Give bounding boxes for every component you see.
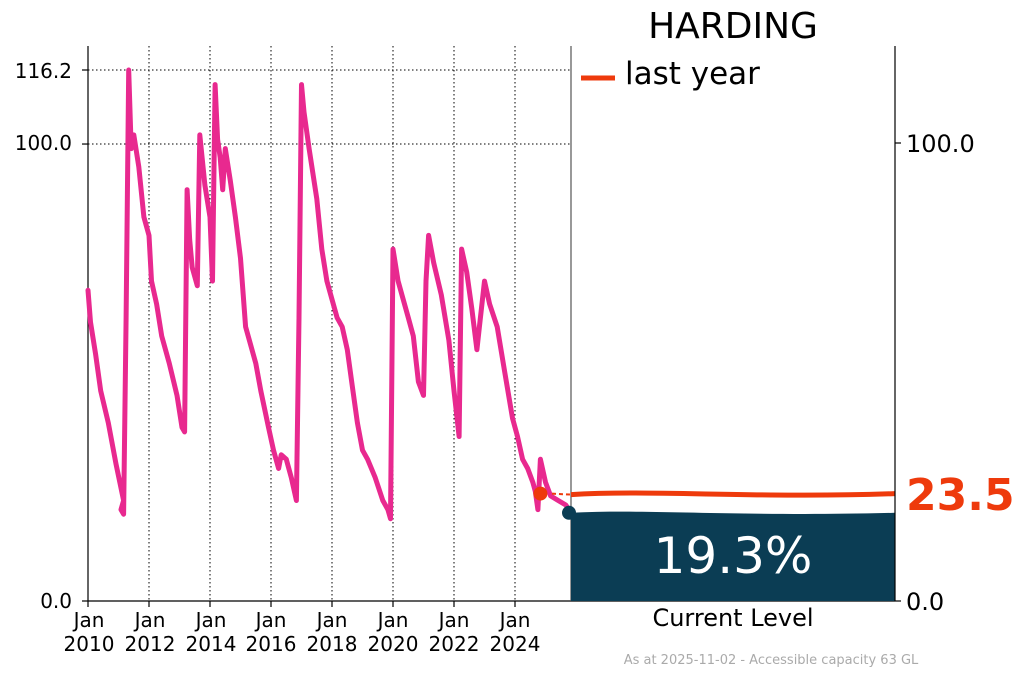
x-tick-month: Jan (133, 608, 166, 632)
last-year-level-line (570, 490, 896, 498)
x-tick-month: Jan (72, 608, 105, 632)
footer-note: As at 2025-11-02 - Accessible capacity 6… (624, 653, 919, 668)
left-tick-label: 100.0 (15, 131, 72, 155)
x-tick-year: 2018 (307, 632, 358, 656)
x-tick-month: Jan (315, 608, 348, 632)
right-tick-label: 100.0 (906, 130, 975, 158)
x-axis: Jan 2010 Jan 2012 Jan 2014 Jan 2016 Jan … (64, 608, 541, 656)
x-tick-year: 2020 (368, 632, 419, 656)
x-tick-month: Jan (194, 608, 227, 632)
x-tick-year: 2022 (429, 632, 480, 656)
last-year-marker (533, 486, 548, 501)
legend: last year (581, 56, 760, 92)
last-year-value-label: 23.5 (906, 470, 1015, 521)
current-level-fill (571, 511, 895, 601)
x-tick-year: 2024 (490, 632, 541, 656)
x-tick-month: Jan (376, 608, 409, 632)
x-tick-year: 2010 (64, 632, 115, 656)
x-tick-year: 2014 (186, 632, 237, 656)
last-year-connector (551, 492, 572, 496)
chart-title: HARDING (648, 6, 818, 47)
left-tick-label: 116.2 (15, 59, 72, 83)
x-tick-month: Jan (437, 608, 470, 632)
right-tick-label: 0.0 (906, 588, 944, 616)
current-level-percent: 19.3% (654, 527, 813, 585)
current-level-caption: Current Level (652, 604, 813, 632)
right-axis: 100.0 0.0 23.5 (894, 46, 1015, 616)
x-tick-year: 2016 (246, 632, 297, 656)
left-tick-label: 0.0 (40, 589, 72, 613)
series-layer (85, 67, 576, 522)
storage-level-line (85, 67, 574, 522)
grid (82, 46, 895, 607)
x-tick-month: Jan (254, 608, 287, 632)
current-level-panel: 19.3% Current Level (570, 490, 896, 632)
x-tick-month: Jan (498, 608, 531, 632)
left-axis: 0.0 100.0 116.2 (15, 59, 72, 613)
x-tick-year: 2012 (125, 632, 176, 656)
legend-label: last year (625, 56, 760, 92)
